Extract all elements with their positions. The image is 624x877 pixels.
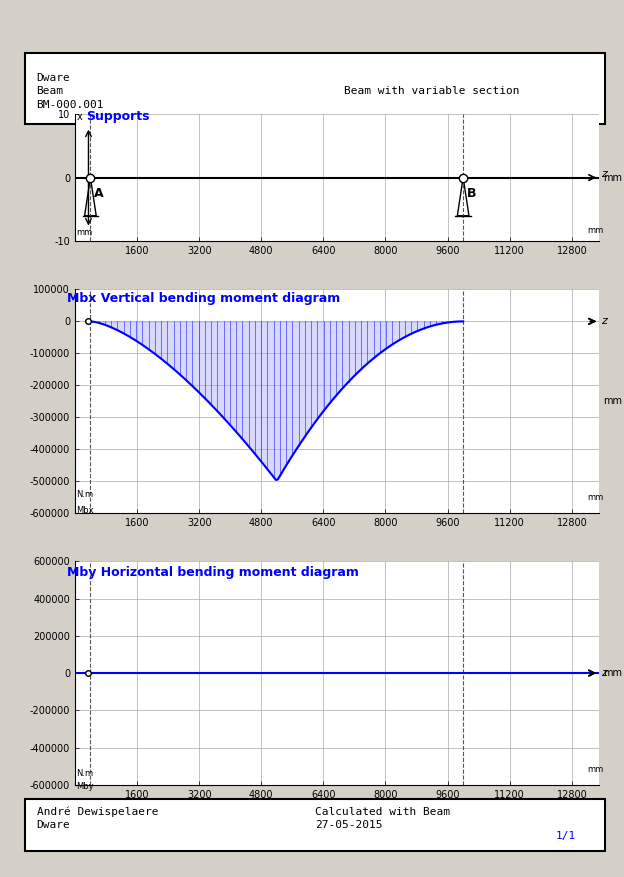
Text: Calculated with Beam: Calculated with Beam <box>315 807 450 816</box>
Text: BM-000.001: BM-000.001 <box>37 100 104 110</box>
Text: mm: mm <box>587 765 603 774</box>
Text: z: z <box>601 317 607 326</box>
Text: mm: mm <box>603 173 622 182</box>
Text: mm: mm <box>587 225 603 235</box>
Text: Mby Horizontal bending moment diagram: Mby Horizontal bending moment diagram <box>67 567 359 579</box>
Text: Bending Moment Diagrams: Bending Moment Diagrams <box>178 137 452 154</box>
Text: Mbx Vertical bending moment diagram: Mbx Vertical bending moment diagram <box>67 292 340 305</box>
Text: André Dewispelaere: André Dewispelaere <box>37 807 158 817</box>
Text: mm: mm <box>76 228 92 237</box>
Text: 1/1: 1/1 <box>556 831 577 841</box>
Text: Supports: Supports <box>87 111 150 124</box>
Text: A: A <box>94 187 104 200</box>
Bar <box>25 53 605 125</box>
Text: N.m: N.m <box>76 768 93 778</box>
Text: x: x <box>77 112 82 123</box>
Text: Beam: Beam <box>37 86 64 96</box>
Text: z: z <box>601 668 607 678</box>
Text: Mby: Mby <box>76 781 94 791</box>
Text: Beam with variable section: Beam with variable section <box>344 86 520 96</box>
Bar <box>25 799 605 851</box>
Text: mm: mm <box>603 668 622 678</box>
Text: Dware: Dware <box>37 73 71 82</box>
Text: Dware: Dware <box>37 820 71 831</box>
Text: N.m: N.m <box>76 490 93 499</box>
Text: mm: mm <box>587 493 603 502</box>
Text: 27-05-2015: 27-05-2015 <box>315 820 383 831</box>
Text: z: z <box>601 169 607 180</box>
Text: mm: mm <box>603 396 622 406</box>
Text: Mbx: Mbx <box>76 506 94 515</box>
Text: B: B <box>467 187 477 200</box>
